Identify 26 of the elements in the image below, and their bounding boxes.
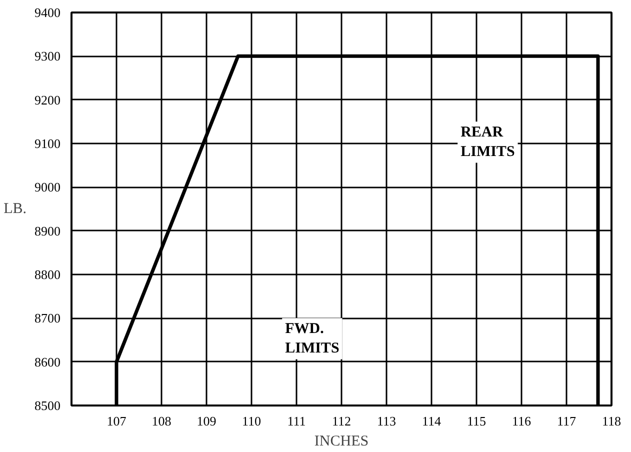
y-tick-label: 8500	[34, 398, 60, 413]
x-tick-label: 113	[376, 414, 396, 428]
annotation: REAR LIMITS	[460, 124, 515, 160]
annotation: FWD. LIMITS	[285, 321, 340, 356]
y-tick-label: 8700	[34, 310, 60, 326]
x-tick-label: 117	[556, 414, 577, 428]
y-tick-label: 9300	[34, 48, 60, 64]
y-tick-label: 9000	[34, 180, 60, 195]
x-axis-title: INCHES	[314, 434, 369, 450]
y-tick-label: 9100	[34, 136, 60, 151]
x-tick-label: 107	[106, 414, 127, 428]
x-tick-label: 109	[196, 414, 216, 428]
x-tick-label: 108	[152, 414, 172, 428]
x-tick-label: 118	[602, 414, 622, 428]
x-tick-label: 114	[422, 414, 442, 428]
y-tick-label: 8800	[34, 267, 60, 282]
y-tick-label: 8900	[34, 223, 60, 238]
y-axis-title: LB.	[4, 201, 27, 217]
x-tick-label: 115	[466, 414, 486, 428]
y-tick-label: 9400	[34, 5, 60, 20]
x-tick-label: 116	[512, 414, 532, 428]
x-tick-label: 112	[332, 414, 352, 428]
y-tick-label: 9200	[34, 92, 60, 108]
x-tick-label: 110	[242, 414, 262, 428]
x-tick-label: 111	[287, 414, 306, 428]
y-tick-label: 8600	[34, 354, 60, 370]
